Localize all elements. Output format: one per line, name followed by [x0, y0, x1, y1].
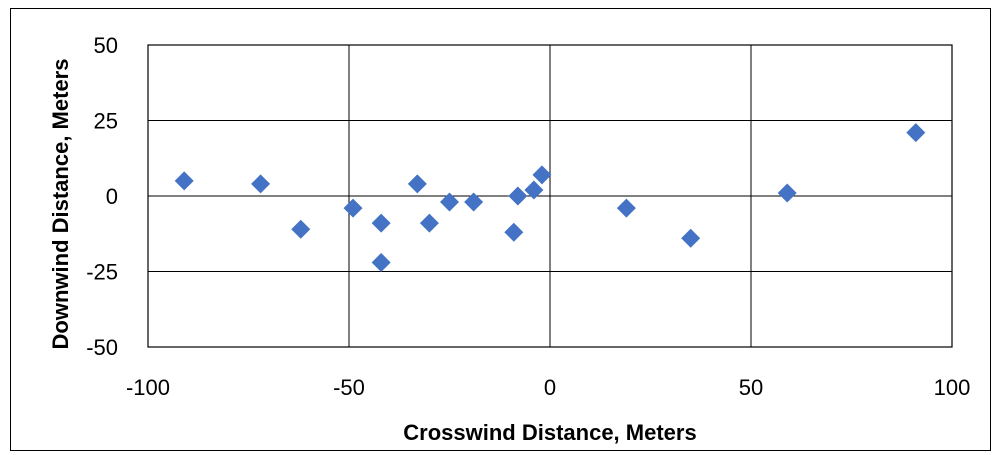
x-tick-label: 100 [934, 375, 971, 400]
data-point-2 [291, 219, 311, 239]
data-point-5 [371, 213, 391, 233]
y-tick-label: -50 [86, 335, 118, 360]
data-point-1 [251, 174, 271, 194]
x-tick-label: 0 [544, 375, 556, 400]
x-tick-labels: -100 -50 0 50 100 [126, 375, 970, 400]
y-tick-label: -25 [86, 260, 118, 285]
x-tick-label: -100 [126, 375, 170, 400]
data-point-16 [777, 183, 797, 203]
chart-frame [10, 8, 991, 451]
data-point-3 [343, 198, 363, 218]
data-point-9 [464, 192, 484, 212]
gridlines [147, 44, 953, 348]
y-tick-label: 25 [94, 109, 118, 134]
y-tick-label: 50 [94, 33, 118, 58]
data-point-17 [906, 123, 926, 143]
data-point-12 [524, 180, 544, 200]
data-point-13 [532, 165, 552, 185]
y-tick-labels: -50 -25 0 25 50 [86, 33, 118, 360]
data-point-15 [681, 228, 701, 248]
x-tick-label: -50 [333, 375, 365, 400]
plot-area [147, 44, 953, 348]
data-point-14 [616, 198, 636, 218]
y-axis-title: Downwind Distance, Meters [48, 59, 73, 350]
data-point-11 [508, 186, 528, 206]
y-tick-label: 0 [106, 184, 118, 209]
x-tick-label: 50 [739, 375, 763, 400]
data-points [174, 123, 926, 272]
data-point-6 [407, 174, 427, 194]
data-point-0 [174, 171, 194, 191]
data-point-7 [419, 213, 439, 233]
data-point-8 [440, 192, 459, 212]
data-point-10 [504, 222, 524, 242]
x-axis-title: Crosswind Distance, Meters [403, 420, 696, 445]
data-point-4 [371, 252, 391, 272]
